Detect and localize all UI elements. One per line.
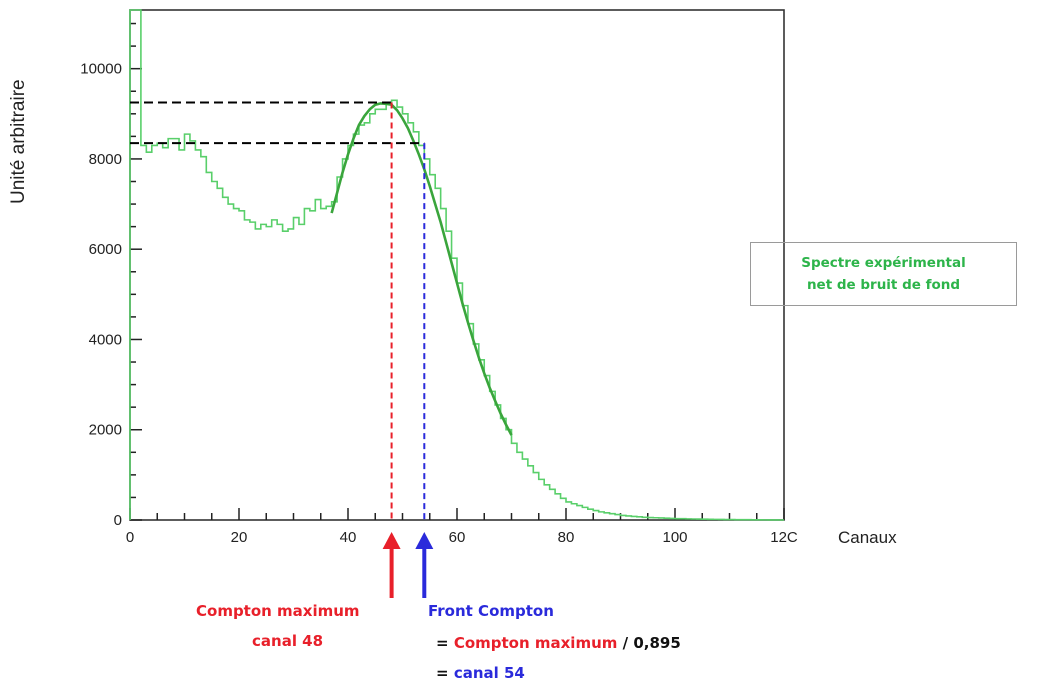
compton-max-channel: canal 48 — [252, 632, 324, 650]
arrow-head — [415, 532, 434, 549]
x-tick-label: 40 — [340, 529, 357, 546]
x-tick-label: 60 — [449, 529, 466, 546]
eq1-suffix: / 0,895 — [622, 634, 681, 652]
equation-line-2: = canal 54 — [436, 664, 525, 682]
compton-max-label: Compton maximum — [196, 602, 360, 620]
eq1-prefix: = — [436, 634, 449, 652]
y-tick-label: 6000 — [89, 241, 122, 258]
legend-box: Spectre expérimental net de bruit de fon… — [750, 242, 1017, 306]
equation-line-1: = Compton maximum / 0,895 — [436, 634, 681, 652]
eq2-term: canal 54 — [453, 664, 525, 682]
y-tick-label: 2000 — [89, 422, 122, 439]
arrow-head — [382, 532, 401, 549]
series-fit — [330, 102, 513, 436]
series-spectrum — [129, 9, 784, 521]
legend-line-1: Spectre expérimental — [801, 255, 966, 271]
legend-line-2: net de bruit de fond — [806, 277, 961, 293]
x-tick-label: 100 — [662, 529, 687, 546]
y-tick-label: 0 — [114, 512, 122, 529]
x-tick-label: 80 — [558, 529, 575, 546]
y-tick-label: 10000 — [80, 61, 122, 78]
eq1-term: Compton maximum — [453, 634, 618, 652]
x-tick-label: 12C — [770, 529, 798, 546]
y-tick-label: 4000 — [89, 331, 122, 348]
eq2-prefix: = — [436, 664, 449, 682]
x-tick-label: 20 — [231, 529, 248, 546]
data-series — [129, 9, 784, 521]
x-axis-label: Canaux — [838, 528, 897, 547]
x-tick-label: 0 — [126, 529, 134, 546]
y-axis-label: Unité arbitraire — [8, 79, 29, 204]
axis-ticks: 0 20 40 60 80 100 12C 0 2000 4000 6000 8000 10000 — [80, 22, 798, 546]
y-tick-label: 8000 — [89, 151, 122, 168]
front-compton-label: Front Compton — [428, 602, 554, 620]
channel-arrows — [382, 532, 434, 598]
guide-lines — [130, 101, 426, 520]
